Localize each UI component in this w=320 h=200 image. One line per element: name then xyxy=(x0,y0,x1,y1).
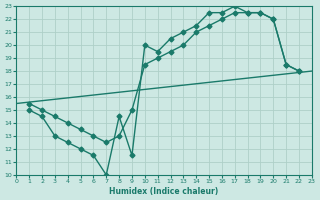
X-axis label: Humidex (Indice chaleur): Humidex (Indice chaleur) xyxy=(109,187,219,196)
